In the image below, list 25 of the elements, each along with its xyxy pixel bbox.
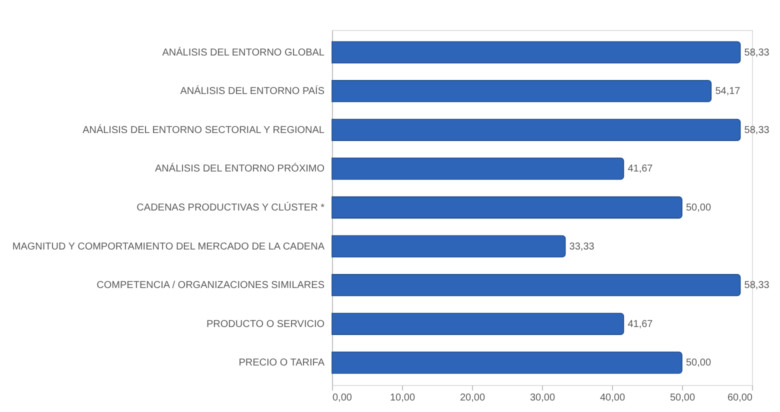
y-tick-label: ANÁLISIS DEL ENTORNO GLOBAL (162, 46, 325, 58)
data-label: 58,33 (744, 47, 770, 58)
x-tick-label: 60,00 (727, 392, 753, 404)
y-tick-label: ANÁLISIS DEL ENTORNO PAÍS (180, 85, 325, 98)
data-label: 54,17 (715, 86, 741, 98)
x-tick-label: 50,00 (670, 392, 696, 404)
y-tick-label: CADENAS PRODUCTIVAS Y CLÚSTER * (136, 202, 325, 214)
x-tick-label: 40,00 (600, 392, 626, 404)
data-label: 41,67 (628, 318, 654, 330)
y-tick-label: PRECIO O TARIFA (238, 358, 325, 369)
x-tick-label: 20,00 (460, 392, 486, 404)
data-label: 58,33 (744, 280, 770, 292)
data-label: 50,00 (686, 358, 712, 369)
data-label: 58,33 (744, 124, 770, 136)
x-tick-label: 0,00 (332, 392, 352, 404)
x-tick-label: 10,00 (390, 392, 416, 404)
data-label: 33,33 (569, 241, 595, 252)
y-tick-label: PRODUCTO O SERVICIO (206, 318, 325, 330)
x-tick-label: 30,00 (530, 392, 556, 404)
y-tick-label: MAGNITUD Y COMPORTAMIENTO DEL MERCADO DE LA CADENA (12, 241, 325, 252)
data-label: 41,67 (628, 164, 654, 175)
y-tick-label: ANÁLISIS DEL ENTORNO PRÓXIMO (155, 162, 325, 175)
y-tick-label: ANÁLISIS DEL ENTORNO SECTORIAL Y REGIONAL (82, 124, 325, 136)
data-label: 50,00 (686, 202, 712, 214)
y-tick-label: COMPETENCIA / ORGANIZACIONES SIMILARES (96, 280, 325, 292)
